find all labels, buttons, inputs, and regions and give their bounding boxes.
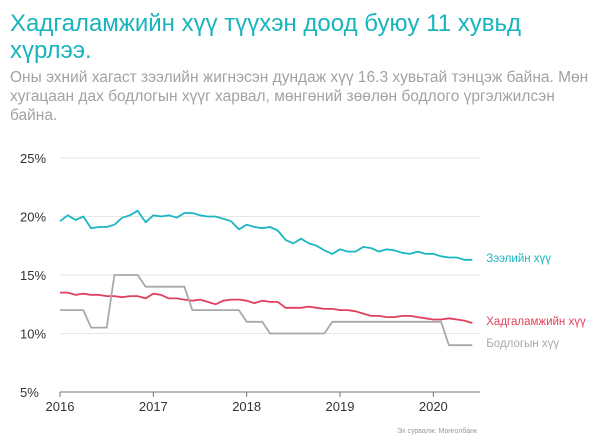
y-tick-label: 5% <box>20 385 39 400</box>
series-label-deposit-rate: Хадгаламжийн хүү <box>486 316 586 328</box>
x-tick-label: 2020 <box>419 399 448 414</box>
y-tick-label: 15% <box>20 268 46 283</box>
series-label-policy-rate: Бодлогын хүү <box>486 338 559 350</box>
x-tick-label: 2018 <box>232 399 261 414</box>
series-line-loan-rate <box>59 209 473 261</box>
series-line-deposit-rate <box>60 291 473 324</box>
axes: 25% 20% 15% 10% 5% 2016 2017 2018 2019 2020 <box>20 151 480 414</box>
x-tick-label: 2019 <box>326 399 355 414</box>
x-tick-label: 2017 <box>139 399 168 414</box>
series-labels: Зээлийн хүү Хадгаламжийн хүү Бодлогын хүү <box>486 253 586 350</box>
source-note: Эх сурвалж: Монголбанк <box>397 427 478 435</box>
series-lines <box>59 209 473 347</box>
series-line-policy-rate <box>60 274 473 347</box>
y-tick-label: 20% <box>20 210 46 225</box>
chart-subtitle: Оны эхний хагаст зээлийн жигнэсэн дундаж… <box>10 69 589 124</box>
x-tick-label: 2016 <box>46 399 75 414</box>
y-tick-label: 25% <box>20 151 46 166</box>
y-tick-label: 10% <box>20 327 46 342</box>
chart-title: Хадгаламжийн хүү түүхэн доод буюу 11 хув… <box>10 10 521 64</box>
series-label-loan-rate: Зээлийн хүү <box>486 253 551 265</box>
